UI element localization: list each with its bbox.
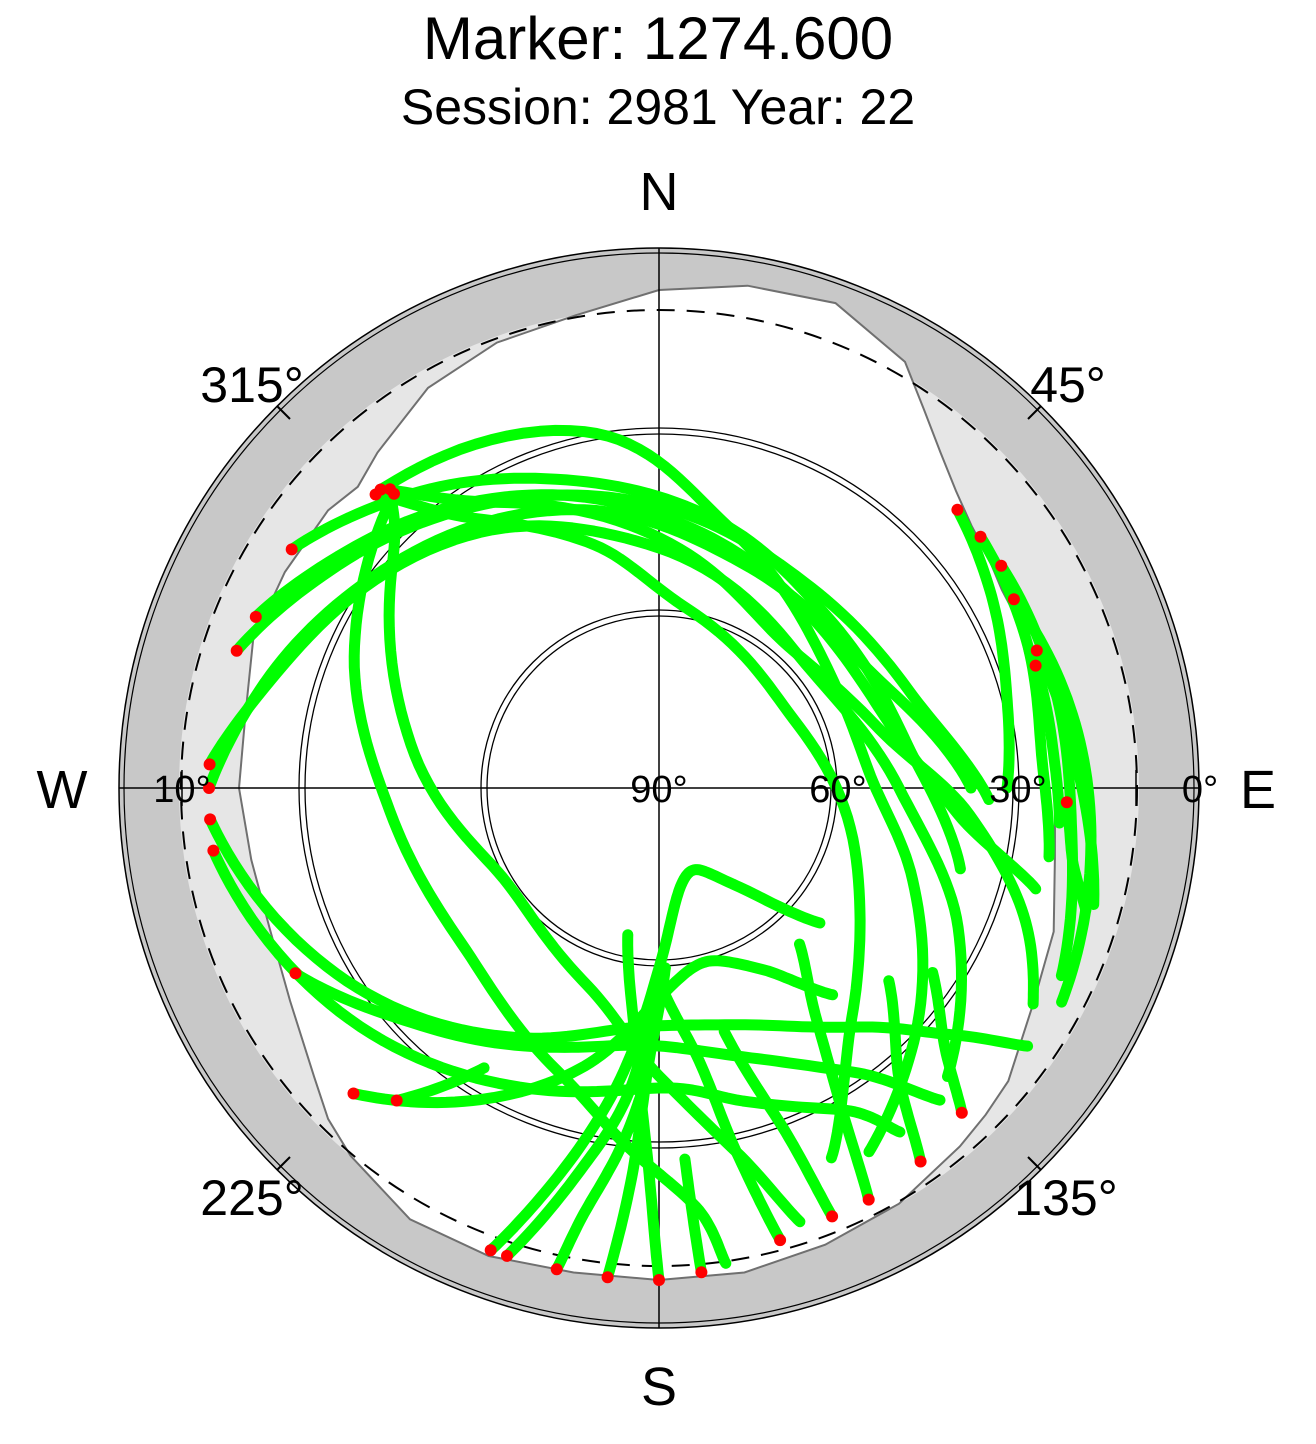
track-31: [1031, 645, 1100, 910]
elevation-label-0: 0°: [1182, 769, 1218, 811]
track-endpoint-11: [204, 813, 217, 826]
compass-south: S: [641, 1357, 677, 1417]
compass-east: E: [1240, 760, 1276, 820]
track-endpoint-8: [230, 644, 243, 657]
track-endpoint-29: [995, 559, 1008, 572]
elevation-label-10: 10°: [153, 769, 210, 811]
azimuth-label-315: 315°: [200, 357, 303, 413]
track-endpoint-10: [203, 758, 216, 771]
tick-315: [276, 405, 291, 420]
track-2: [375, 484, 1039, 1010]
track-endpoint-21: [695, 1266, 708, 1279]
track-26: [927, 967, 968, 1119]
track-endpoint-24: [862, 1193, 875, 1206]
azimuth-label-135: 135°: [1014, 1170, 1117, 1226]
track-10: [204, 520, 967, 1082]
track-endpoint-19: [601, 1271, 614, 1284]
track-endpoint-27: [951, 503, 964, 516]
track-endpoint-31: [1030, 644, 1043, 657]
track-endpoint-26: [955, 1106, 968, 1119]
track-27: [951, 504, 1015, 794]
satellite-tracks: [203, 424, 1100, 1286]
track-endpoint-32: [1060, 796, 1073, 809]
track-endpoint-7: [249, 610, 262, 623]
track-4: [383, 483, 806, 1228]
track-13: [290, 967, 946, 1106]
track-21: [679, 1153, 707, 1278]
track-25: [883, 975, 927, 1167]
elevation-label-90: 90°: [630, 769, 687, 811]
track-20: [622, 929, 665, 1286]
track-endpoint-4: [384, 483, 396, 496]
track-endpoint-17: [501, 1249, 513, 1262]
track-endpoint-30: [1007, 593, 1020, 606]
tick-225: [276, 1156, 291, 1171]
track-endpoint-25: [914, 1155, 927, 1168]
track-endpoint-9: [203, 782, 215, 794]
elevation-label-60: 60°: [809, 769, 866, 811]
tick-135: [1027, 1156, 1042, 1171]
track-endpoint-20: [653, 1274, 665, 1286]
track-32: [1061, 796, 1092, 916]
track-15: [391, 1062, 490, 1106]
azimuth-label-45: 45°: [1030, 357, 1106, 413]
compass-west: W: [37, 760, 88, 820]
track-33: [1030, 660, 1065, 829]
track-18: [551, 1082, 649, 1275]
track-16: [485, 864, 826, 1256]
track-8: [231, 489, 995, 805]
track-22: [653, 974, 786, 1246]
track-30: [1008, 593, 1097, 1008]
tick-45: [1027, 405, 1042, 420]
track-endpoint-14: [347, 1087, 360, 1100]
track-endpoint-16: [484, 1244, 497, 1257]
track-endpoint-28: [974, 530, 987, 543]
track-23: [718, 1025, 838, 1222]
track-endpoint-22: [774, 1234, 787, 1247]
chart-title: Marker: 1274.600: [422, 5, 894, 72]
chart-subtitle: Session: 2981 Year: 22: [400, 79, 916, 135]
track-endpoints: [203, 483, 1073, 1286]
azimuth-label-225: 225°: [200, 1170, 303, 1226]
track-endpoint-18: [550, 1263, 563, 1276]
track-endpoint-23: [826, 1210, 839, 1223]
track-endpoint-5: [369, 488, 382, 501]
track-endpoint-33: [1029, 659, 1042, 672]
track-endpoint-15: [390, 1094, 403, 1107]
track-endpoint-12: [207, 844, 220, 857]
compass-north: N: [640, 162, 679, 222]
track-endpoint-13: [289, 967, 302, 980]
track-24: [794, 938, 875, 1206]
track-endpoint-6: [285, 543, 298, 556]
elevation-label-30: 30°: [989, 769, 1046, 811]
